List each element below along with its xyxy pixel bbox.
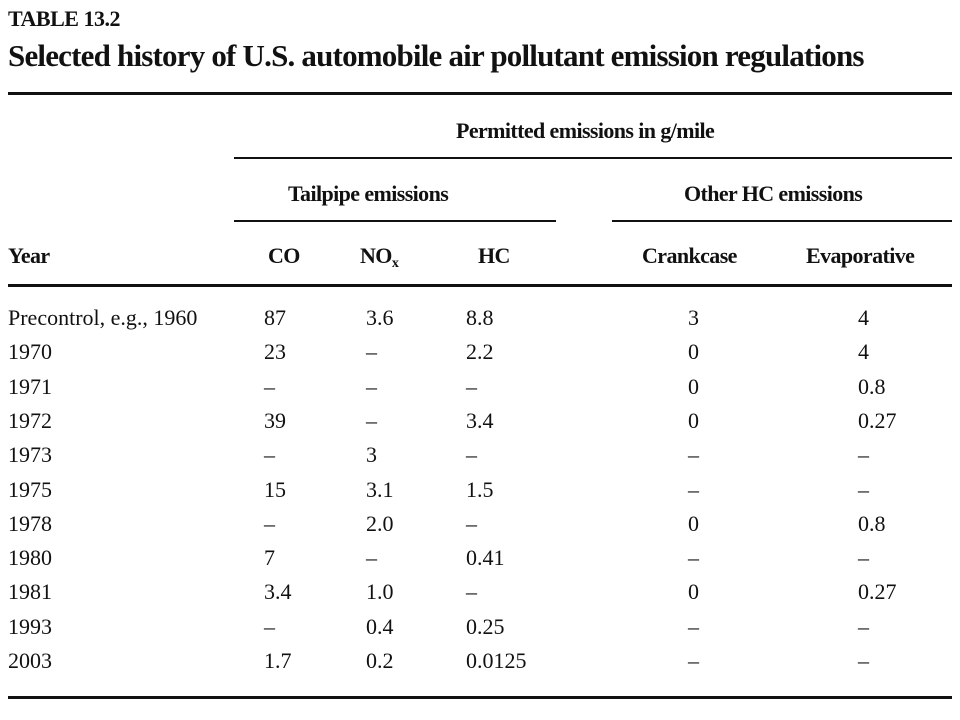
cell-year: 1971 xyxy=(8,374,52,399)
nox-subscript: x xyxy=(391,256,399,271)
nox-label: NO xyxy=(360,243,392,268)
cell-crankcase: – xyxy=(688,614,699,639)
subgroup-other-header: Other HC emissions xyxy=(684,181,863,206)
cell-year: 1980 xyxy=(8,545,52,570)
cell-hc: 0.41 xyxy=(466,545,505,570)
cell-nox: – xyxy=(366,408,377,433)
subgroup-other-rule xyxy=(612,220,952,222)
cell-nox: 3.6 xyxy=(366,305,394,330)
cell-crankcase: – xyxy=(688,477,699,502)
cell-crankcase: 0 xyxy=(688,511,699,536)
cell-nox: – xyxy=(366,374,377,399)
cell-evaporative: – xyxy=(858,545,869,570)
cell-year: 1972 xyxy=(8,408,52,433)
column-header-crankcase: Crankcase xyxy=(642,243,737,268)
cell-evaporative: – xyxy=(858,614,869,639)
cell-hc: 2.2 xyxy=(466,339,494,364)
column-header-evaporative: Evaporative xyxy=(806,243,915,268)
cell-crankcase: – xyxy=(688,648,699,673)
cell-hc: 0.0125 xyxy=(466,648,527,673)
table-label: TABLE 13.2 xyxy=(8,6,120,31)
cell-crankcase: 0 xyxy=(688,339,699,364)
cell-crankcase: – xyxy=(688,442,699,467)
cell-co: 3.4 xyxy=(264,579,292,604)
cell-co: – xyxy=(264,374,275,399)
subgroup-tailpipe-rule xyxy=(234,220,556,222)
cell-hc: 3.4 xyxy=(466,408,494,433)
cell-year: 2003 xyxy=(8,648,52,673)
header-rule xyxy=(8,284,952,287)
cell-co: 1.7 xyxy=(264,648,292,673)
cell-hc: – xyxy=(466,579,477,604)
cell-nox: – xyxy=(366,545,377,570)
cell-evaporative: 0.27 xyxy=(858,579,897,604)
cell-evaporative: 0.27 xyxy=(858,408,897,433)
cell-evaporative: 4 xyxy=(858,305,869,330)
column-header-hc: HC xyxy=(478,243,510,268)
cell-year: 1975 xyxy=(8,477,52,502)
cell-evaporative: 0.8 xyxy=(858,374,886,399)
cell-crankcase: 3 xyxy=(688,305,699,330)
cell-evaporative: – xyxy=(858,442,869,467)
cell-co: – xyxy=(264,614,275,639)
cell-year: 1970 xyxy=(8,339,52,364)
cell-nox: 3.1 xyxy=(366,477,394,502)
subgroup-tailpipe-header: Tailpipe emissions xyxy=(288,181,449,206)
cell-crankcase: 0 xyxy=(688,408,699,433)
cell-hc: 8.8 xyxy=(466,305,494,330)
cell-nox: 1.0 xyxy=(366,579,394,604)
cell-evaporative: 0.8 xyxy=(858,511,886,536)
cell-nox: 3 xyxy=(366,442,377,467)
cell-hc: 0.25 xyxy=(466,614,505,639)
cell-evaporative: – xyxy=(858,648,869,673)
cell-hc: 1.5 xyxy=(466,477,494,502)
cell-co: – xyxy=(264,511,275,536)
column-header-nox: NOx xyxy=(360,243,399,272)
table-title: Selected history of U.S. automobile air … xyxy=(8,38,864,73)
cell-evaporative: 4 xyxy=(858,339,869,364)
cell-nox: 0.4 xyxy=(366,614,394,639)
bottom-rule xyxy=(8,696,952,699)
top-rule xyxy=(8,92,952,95)
group-rule xyxy=(234,157,952,159)
cell-year: 1981 xyxy=(8,579,52,604)
cell-co: 23 xyxy=(264,339,286,364)
cell-nox: – xyxy=(366,339,377,364)
cell-co: 87 xyxy=(264,305,286,330)
cell-year: 1993 xyxy=(8,614,52,639)
cell-evaporative: – xyxy=(858,477,869,502)
cell-crankcase: – xyxy=(688,545,699,570)
cell-nox: 2.0 xyxy=(366,511,394,536)
cell-co: – xyxy=(264,442,275,467)
cell-co: 7 xyxy=(264,545,275,570)
cell-nox: 0.2 xyxy=(366,648,394,673)
cell-co: 39 xyxy=(264,408,286,433)
cell-co: 15 xyxy=(264,477,286,502)
cell-year: 1978 xyxy=(8,511,52,536)
cell-crankcase: 0 xyxy=(688,579,699,604)
column-header-year: Year xyxy=(8,243,50,268)
column-header-co: CO xyxy=(268,243,300,268)
cell-year: Precontrol, e.g., 1960 xyxy=(8,305,198,330)
cell-hc: – xyxy=(466,442,477,467)
cell-hc: – xyxy=(466,374,477,399)
cell-year: 1973 xyxy=(8,442,52,467)
cell-hc: – xyxy=(466,511,477,536)
group-header: Permitted emissions in g/mile xyxy=(456,118,715,143)
cell-crankcase: 0 xyxy=(688,374,699,399)
